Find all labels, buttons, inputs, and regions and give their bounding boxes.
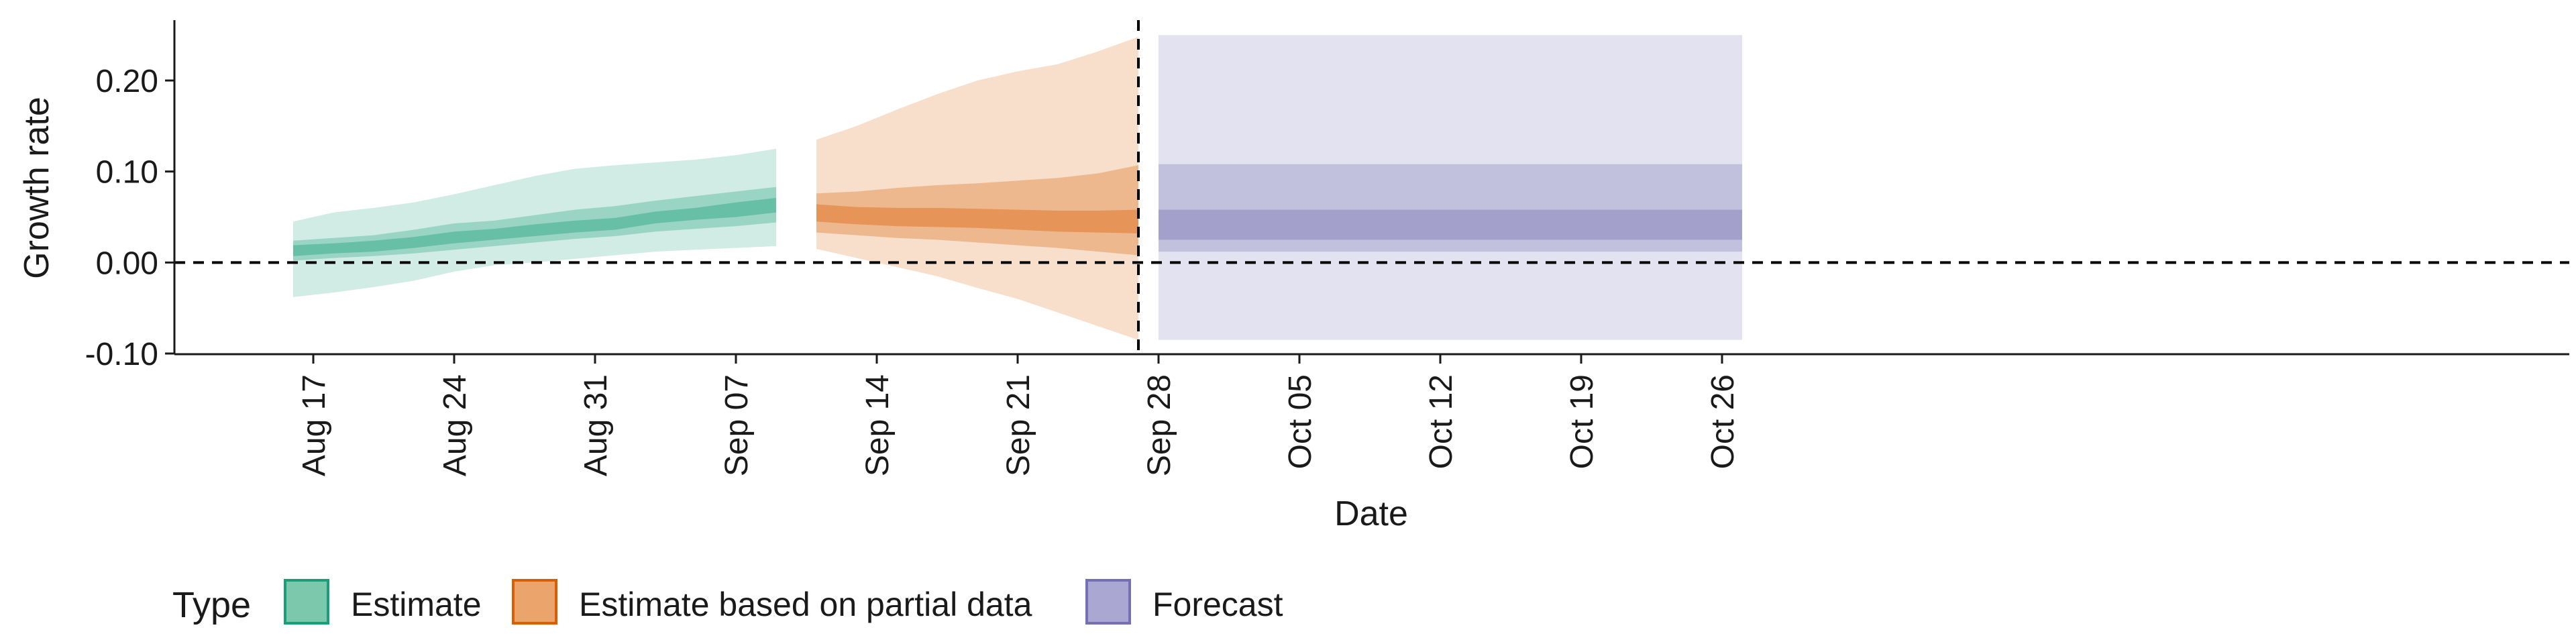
x-axis-title: Date xyxy=(1334,494,1408,533)
legend-label: Estimate based on partial data xyxy=(579,586,1032,623)
reference-lines xyxy=(174,20,2569,354)
x-tick-label: Aug 17 xyxy=(297,374,332,476)
y-ticks: -0.10 0.00 0.10 0.20 xyxy=(85,64,174,372)
x-tick-label: Aug 31 xyxy=(578,374,614,476)
band-50-forecast xyxy=(1159,164,1742,252)
y-tick-label: 0.20 xyxy=(96,64,158,99)
legend-title: Type xyxy=(172,585,251,625)
y-tick-label: 0.00 xyxy=(96,246,158,281)
band-90-estimate-based-on-partial-data xyxy=(816,36,1138,340)
x-tick-label: Sep 07 xyxy=(719,374,755,476)
x-tick-label: Sep 21 xyxy=(1001,374,1036,476)
band-50-estimate-based-on-partial-data xyxy=(816,165,1138,256)
legend-entries: Estimate Estimate based on partial data Fo… xyxy=(284,579,1283,625)
legend-label: Forecast xyxy=(1152,586,1283,623)
axes: -0.10 0.00 0.10 0.20 Aug 17 Aug 24 Aug 31 Sep … xyxy=(85,20,2569,476)
x-tick-label: Sep 14 xyxy=(860,374,896,476)
band-20-estimate xyxy=(293,198,776,256)
x-tick-label: Oct 19 xyxy=(1564,374,1600,469)
x-tick-label: Aug 24 xyxy=(437,374,473,476)
legend-swatch xyxy=(1085,579,1131,625)
uncertainty-bands xyxy=(293,35,1742,340)
y-tick-label: -0.10 xyxy=(85,337,158,372)
legend-swatch xyxy=(512,579,557,625)
band-20-estimate-based-on-partial-data xyxy=(816,204,1138,233)
band-90-estimate xyxy=(293,148,776,297)
legend: Type Estimate Estimate based on partial d… xyxy=(172,579,1283,625)
y-tick-label: 0.10 xyxy=(96,155,158,191)
x-ticks: Aug 17 Aug 24 Aug 31 Sep 07 Sep 14 Sep 21 Sep … xyxy=(297,354,1741,476)
x-tick-label: Oct 12 xyxy=(1424,374,1459,469)
y-axis-title: Growth rate xyxy=(17,97,56,279)
band-20-forecast xyxy=(1159,209,1742,240)
x-tick-label: Oct 05 xyxy=(1283,374,1318,469)
legend-label: Estimate xyxy=(351,586,482,623)
x-tick-label: Sep 28 xyxy=(1142,374,1177,476)
x-tick-label: Oct 26 xyxy=(1705,374,1741,469)
legend-swatch xyxy=(284,579,329,625)
band-50-estimate xyxy=(293,186,776,261)
